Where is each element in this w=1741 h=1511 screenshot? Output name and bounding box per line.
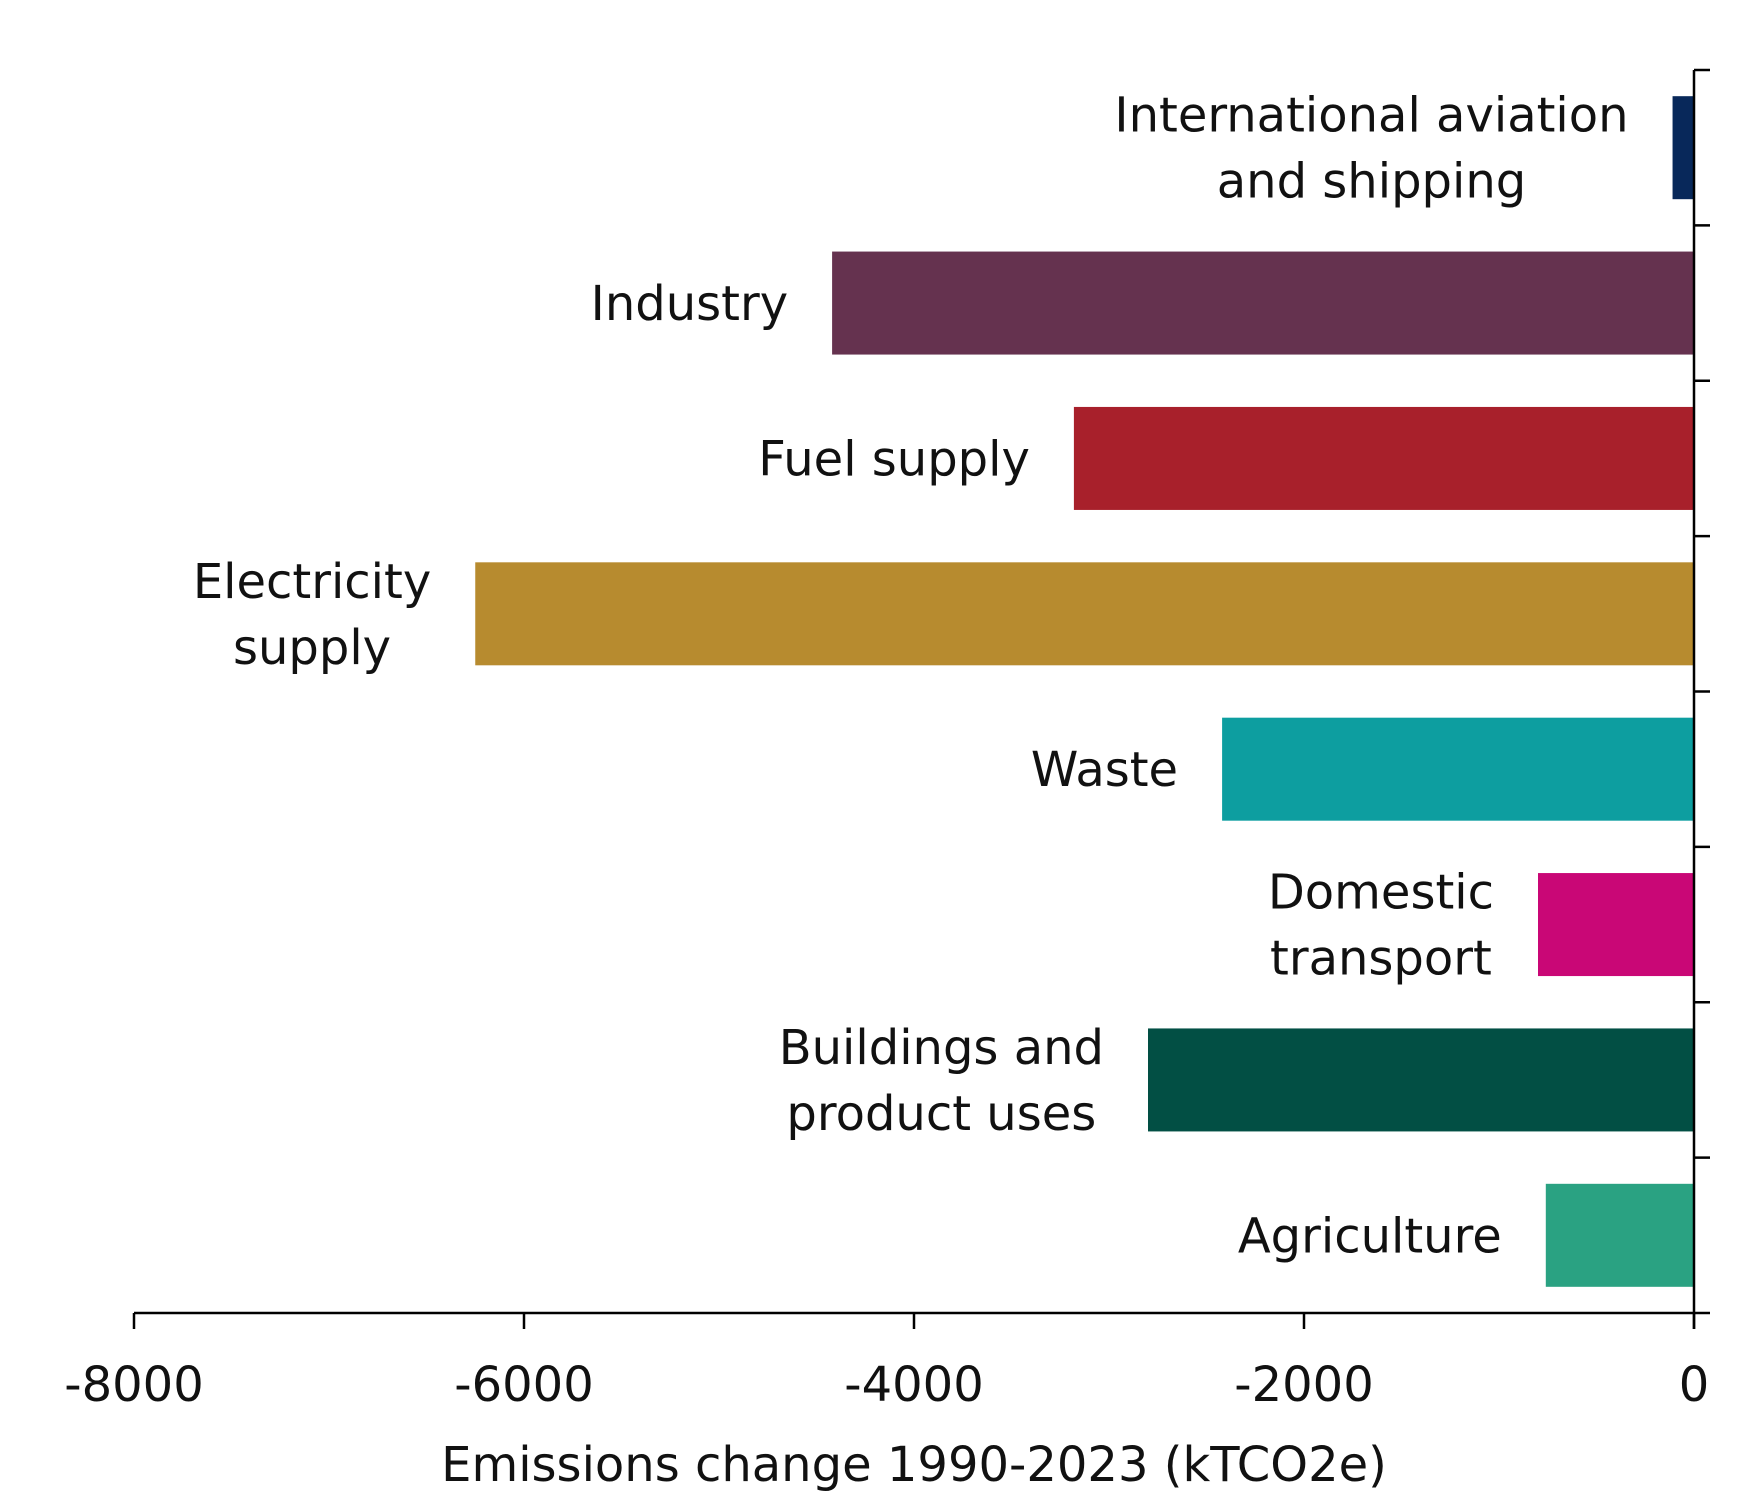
x-tick-label-3: -2000	[1234, 1357, 1373, 1413]
category-label-line: Waste	[1031, 742, 1178, 798]
bar-1	[832, 251, 1694, 355]
category-label-line: Buildings and	[779, 1020, 1104, 1076]
category-label-line: product uses	[786, 1086, 1096, 1142]
x-tick-label-0: -8000	[64, 1357, 203, 1413]
category-label-line: transport	[1270, 931, 1492, 987]
bar-7	[1545, 1183, 1694, 1287]
bars-layer	[475, 96, 1694, 1287]
category-label-line: Industry	[591, 276, 788, 332]
category-label-line: Fuel supply	[758, 431, 1030, 487]
category-label-7: Agriculture	[1238, 1208, 1502, 1264]
category-label-line: supply	[233, 620, 391, 676]
x-tick-label-4: 0	[1679, 1357, 1710, 1413]
category-label-line: International aviation	[1114, 88, 1628, 144]
category-label-line: Agriculture	[1238, 1208, 1502, 1264]
category-label-1: Industry	[591, 276, 788, 332]
bar-3	[475, 562, 1694, 666]
category-label-4: Waste	[1031, 742, 1178, 798]
category-label-line: Electricity	[193, 554, 431, 610]
bar-6	[1148, 1028, 1694, 1132]
bar-2	[1073, 406, 1694, 510]
bar-5	[1538, 873, 1694, 977]
category-label-5: Domestic transport	[1268, 865, 1494, 987]
x-tick-label-1: -6000	[454, 1357, 593, 1413]
bar-0	[1672, 96, 1694, 200]
x-axis-title: Emissions change 1990-2023 (kTCO2e)	[441, 1437, 1387, 1493]
category-label-6: Buildings and product uses	[779, 1020, 1104, 1142]
bar-4	[1222, 717, 1694, 821]
category-label-line: and shipping	[1217, 154, 1527, 210]
axes: -8000 -6000 -4000 -2000 0	[64, 68, 1710, 1413]
category-label-0: International aviation and shipping	[1114, 88, 1628, 210]
category-labels: International aviation and shipping Indust…	[193, 88, 1629, 1265]
category-label-line: Domestic	[1268, 865, 1494, 921]
category-label-3: Electricity supply	[193, 554, 431, 676]
category-label-2: Fuel supply	[758, 431, 1030, 487]
x-tick-label-2: -4000	[844, 1357, 983, 1413]
